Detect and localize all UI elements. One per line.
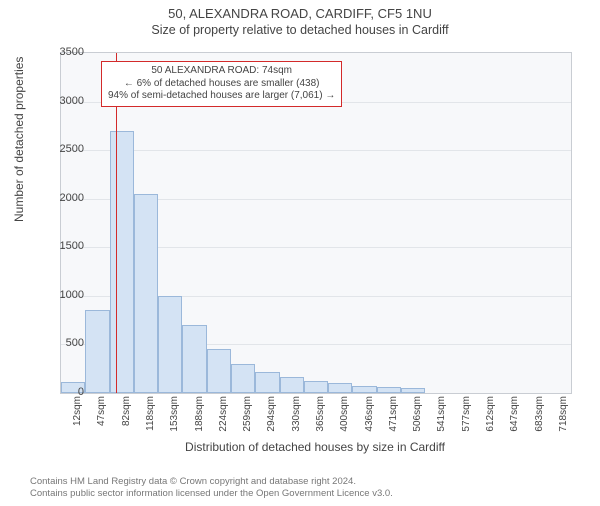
x-tick-label: 506sqm (412, 396, 423, 446)
footer-line: Contains public sector information licen… (30, 488, 393, 500)
histogram-bar (328, 383, 352, 393)
chart-title-line1: 50, ALEXANDRA ROAD, CARDIFF, CF5 1NU (0, 6, 600, 21)
footer-attribution: Contains HM Land Registry data © Crown c… (30, 476, 393, 500)
chart-container: 50 ALEXANDRA ROAD: 74sqm← 6% of detached… (60, 52, 570, 422)
x-tick-label: 330sqm (291, 396, 302, 446)
x-tick-label: 577sqm (461, 396, 472, 446)
histogram-bar (85, 310, 109, 393)
y-tick-label: 2000 (44, 192, 84, 204)
chart-title-line2: Size of property relative to detached ho… (0, 23, 600, 37)
annotation-line: 50 ALEXANDRA ROAD: 74sqm (108, 65, 335, 78)
histogram-bar (304, 381, 328, 393)
histogram-bar (158, 296, 182, 393)
histogram-bar (401, 388, 425, 393)
x-tick-label: 82sqm (121, 396, 132, 446)
x-tick-label: 47sqm (96, 396, 107, 446)
x-tick-label: 259sqm (242, 396, 253, 446)
y-tick-label: 2500 (44, 143, 84, 155)
x-tick-label: 718sqm (558, 396, 569, 446)
y-tick-label: 500 (44, 337, 84, 349)
x-tick-label: 400sqm (339, 396, 350, 446)
histogram-bar (182, 325, 206, 393)
annotation-line: ← 6% of detached houses are smaller (438… (108, 78, 335, 91)
histogram-bar (134, 194, 158, 393)
annotation-line: 94% of semi-detached houses are larger (… (108, 90, 335, 103)
y-tick-label: 1500 (44, 240, 84, 252)
x-tick-label: 612sqm (485, 396, 496, 446)
y-tick-label: 1000 (44, 289, 84, 301)
x-tick-label: 224sqm (218, 396, 229, 446)
x-tick-label: 365sqm (315, 396, 326, 446)
x-tick-label: 153sqm (169, 396, 180, 446)
x-tick-label: 683sqm (534, 396, 545, 446)
histogram-bar (377, 387, 401, 393)
y-tick-label: 3500 (44, 46, 84, 58)
histogram-bar (255, 372, 279, 393)
x-tick-label: 647sqm (509, 396, 520, 446)
y-tick-label: 0 (44, 386, 84, 398)
histogram-bar (207, 349, 231, 393)
x-tick-label: 541sqm (436, 396, 447, 446)
plot-area: 50 ALEXANDRA ROAD: 74sqm← 6% of detached… (60, 52, 572, 394)
y-axis-label: Number of detached properties (12, 57, 26, 222)
x-tick-label: 188sqm (194, 396, 205, 446)
x-tick-label: 436sqm (364, 396, 375, 446)
annotation-box: 50 ALEXANDRA ROAD: 74sqm← 6% of detached… (101, 61, 342, 107)
gridline (61, 150, 571, 151)
x-tick-label: 12sqm (72, 396, 83, 446)
x-tick-label: 118sqm (145, 396, 156, 446)
y-tick-label: 3000 (44, 95, 84, 107)
x-tick-label: 471sqm (388, 396, 399, 446)
histogram-bar (352, 386, 376, 393)
histogram-bar (280, 377, 304, 393)
x-tick-label: 294sqm (266, 396, 277, 446)
histogram-bar (110, 131, 134, 393)
footer-line: Contains HM Land Registry data © Crown c… (30, 476, 393, 488)
histogram-bar (231, 364, 255, 393)
